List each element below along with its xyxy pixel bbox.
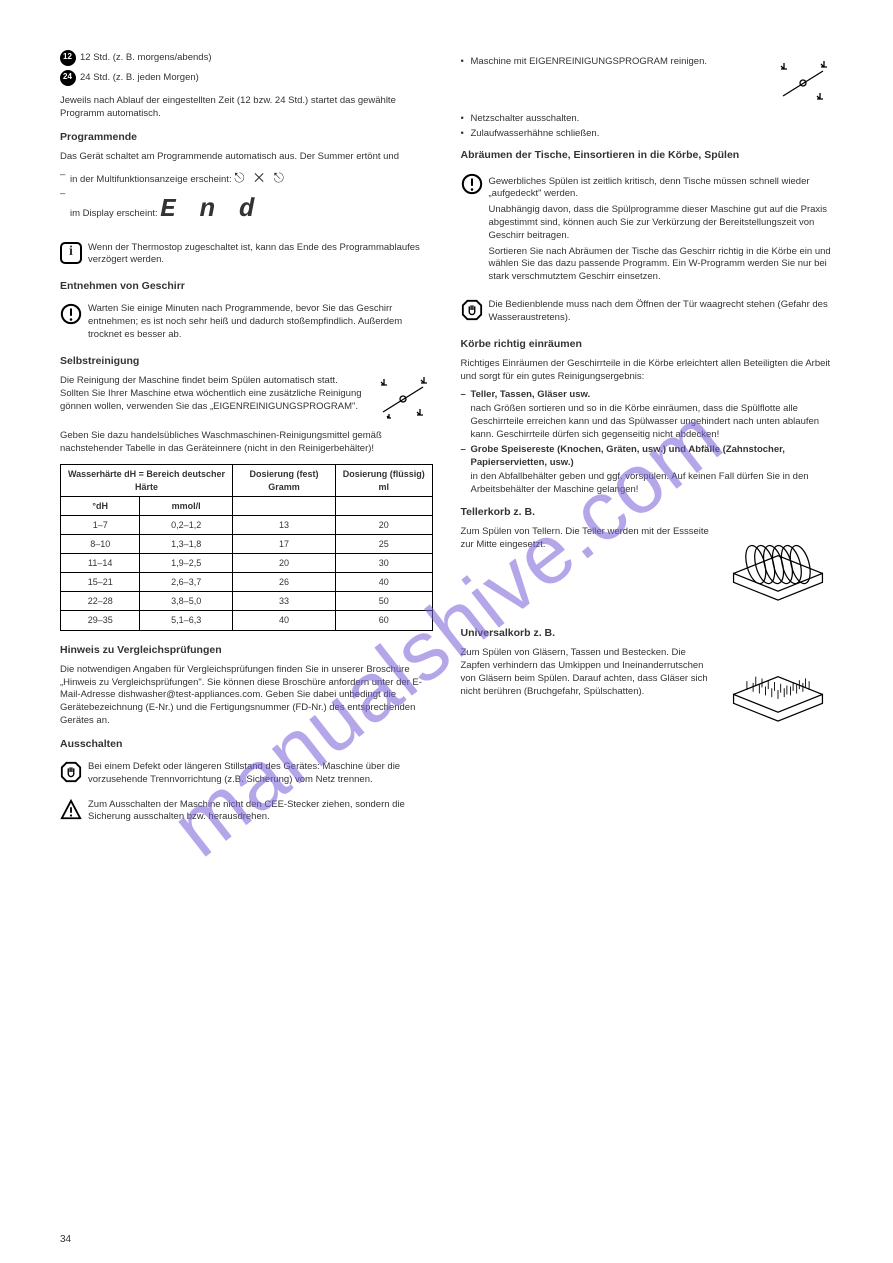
program-end-heading: Programmende [60,130,433,144]
caution-circle-icon-2 [461,173,483,195]
dosage-table: Wasserhärte dH = Bereich deutscher Härte… [60,464,433,630]
selfclean-p2: Geben Sie dazu handelsübliches Waschmasc… [60,430,433,456]
sparkle-spray-icon [373,372,433,427]
care-heading: Abräumen der Tische, Einsortieren in die… [461,148,834,162]
unload-text: Warten Sie einige Minuten nach Programme… [88,303,433,341]
clock-option-24h: 24 24 Std. (z. B. jeden Morgen) [60,70,433,86]
caution-circle-icon [60,303,82,325]
switchoff-heading: Ausschalten [60,737,433,751]
sort-p1: Richtiges Einräumen der Geschirrteile in… [461,358,834,384]
plate-rack-icon [723,529,833,614]
glass-heading: Universalkorb z. B. [461,626,834,640]
dose-h2: Dosierung (fest) Gramm [232,465,335,496]
stop-text: Die Bedienblende muss nach dem Öffnen de… [489,299,834,325]
page-content: 12 12 Std. (z. B. morgens/abends) 24 24 … [0,0,893,1263]
right-column: Maschine mit EIGENREINIGUNGSPROGRAM rein… [461,50,834,1223]
clock-24-icon: 24 [60,70,76,86]
care-p1: Gewerbliches Spülen ist zeitlich kritisc… [489,176,834,202]
display-end-icon: E n d [160,192,258,227]
program-end-p1: Das Gerät schaltet am Programmende autom… [60,151,433,164]
clock-12-label: 12 Std. (z. B. morgens/abends) [80,52,211,65]
r-intro-1: Maschine mit EIGENREINIGUNGSPROGRAM rein… [461,56,834,111]
table-row: 22–283,8–5,03350 [61,592,433,611]
note-p1: Die notwendigen Angaben für Vergleichspr… [60,664,433,728]
end-item-1: in der Multifunktionsanzeige erscheint: … [60,169,433,187]
stop-hand-icon-2 [461,299,483,321]
care-p2: Unabhängig davon, dass die Spülprogramme… [489,204,834,242]
clock-option-12h: 12 12 Std. (z. B. morgens/abends) [60,50,433,66]
unload-heading: Entnehmen von Geschirr [60,279,433,293]
switchoff-warn: Bei einem Defekt oder längeren Stillstan… [88,761,433,787]
multifunction-symbols: ⎋ ✕ ⎋ [234,170,287,185]
dose-sh2: mmol/l [140,496,233,515]
info-thermostop-text: Wenn der Thermostop zugeschaltet ist, ka… [88,242,433,268]
glass-p1: Zum Spülen von Gläsern, Tassen und Beste… [461,647,716,698]
sort-i1b: nach Größen sortieren und so in die Körb… [461,403,834,441]
plate-heading: Tellerkorb z. B. [461,505,834,519]
table-row: 29–355,1–6,34060 [61,611,433,630]
clock-24-label: 24 Std. (z. B. jeden Morgen) [80,72,199,85]
r-intro-2: Netzschalter ausschalten. [461,113,834,126]
end-item-2: im Display erscheint: E n d [60,188,433,233]
care-p3: Sortieren Sie nach Abräumen der Tische d… [489,246,834,284]
table-row: 8–101,3–1,81725 [61,534,433,553]
dose-h3: Dosierung (flüssig) ml [336,465,432,496]
warning-triangle-icon [60,799,82,821]
selfclean-p1: Die Reinigung der Maschine findet beim S… [60,375,365,424]
page-number: 34 [60,1234,71,1245]
r-intro-3: Zulaufwasserhähne schließen. [461,128,834,141]
plate-p1: Zum Spülen von Tellern. Die Teller werde… [461,526,716,552]
info-icon: i [60,242,82,264]
sort-i2: Grobe Speisereste (Knochen, Gräten, usw.… [461,444,834,470]
sort-heading: Körbe richtig einräumen [461,337,834,351]
left-column: 12 12 Std. (z. B. morgens/abends) 24 24 … [60,50,433,1223]
switchoff-tri: Zum Ausschalten der Maschine nicht den C… [88,799,433,825]
table-row: 1–70,2–1,21320 [61,515,433,534]
note-heading: Hinweis zu Vergleichsprüfungen [60,643,433,657]
dose-sh3 [232,496,335,515]
stop-hand-icon [60,761,82,783]
dose-h1: Wasserhärte dH = Bereich deutscher Härte [61,465,233,496]
info-thermostop: i Wenn der Thermostop zugeschaltet ist, … [60,242,433,268]
clock-12-icon: 12 [60,50,76,66]
universal-rack-icon [723,650,833,735]
selfclean-heading: Selbstreinigung [60,354,433,368]
sort-i2b: in den Abfallbehälter geben und ggf. vor… [461,471,834,497]
table-row: 11–141,9–2,52030 [61,554,433,573]
table-row: 15–212,6–3,72640 [61,573,433,592]
sparkle-spray-icon-2 [773,56,833,111]
dose-sh1: °dH [61,496,140,515]
dose-sh4 [336,496,432,515]
sort-i1: Teller, Tassen, Gläser usw. [461,389,834,402]
timer-intro: Jeweils nach Ablauf der eingestellten Ze… [60,95,433,121]
